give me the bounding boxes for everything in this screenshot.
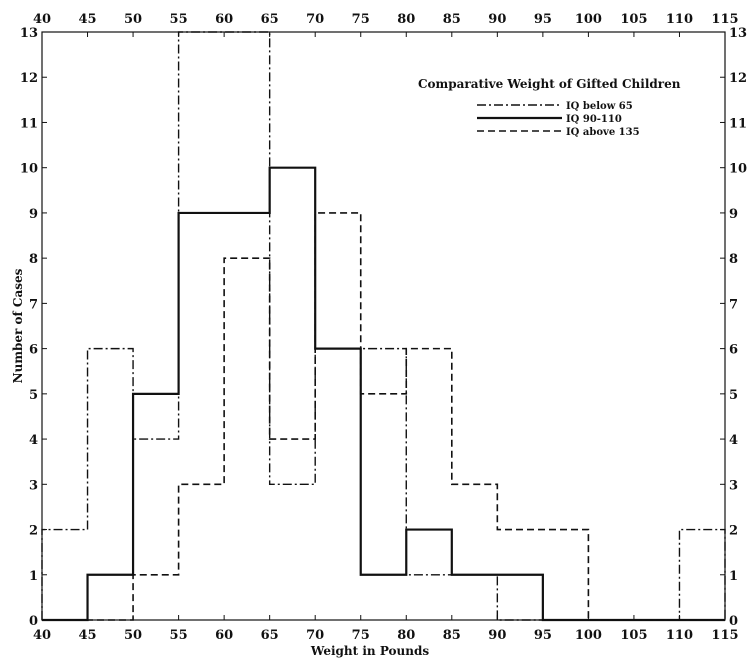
y-tick-label-right: 3	[729, 478, 738, 493]
x-tick-label-bottom: 105	[620, 628, 647, 643]
legend: Comparative Weight of Gifted Children IQ…	[418, 77, 681, 138]
x-tick-label-top: 60	[215, 12, 233, 27]
x-tick-label-bottom: 85	[443, 628, 461, 643]
y-tick-label-left: 9	[29, 207, 38, 222]
x-tick-label-top: 55	[170, 12, 188, 27]
x-tick-label-top: 65	[261, 12, 279, 27]
x-tick-label-bottom: 110	[666, 628, 693, 643]
y-tick-label-right: 7	[729, 297, 738, 312]
y-tick-label-left: 2	[29, 524, 38, 539]
x-tick-label-top: 75	[352, 12, 370, 27]
y-tick-label-right: 1	[729, 569, 738, 584]
x-tick-label-top: 100	[575, 12, 602, 27]
x-tick-label-top: 85	[443, 12, 461, 27]
y-tick-label-left: 8	[29, 252, 38, 267]
x-tick-label-bottom: 50	[124, 628, 142, 643]
series-layer	[41, 31, 726, 622]
x-tick-label-top: 110	[666, 12, 693, 27]
y-tick-label-right: 11	[729, 116, 747, 131]
x-tick-label-bottom: 95	[534, 628, 552, 643]
y-tick-label-left: 0	[29, 614, 38, 629]
x-tick-label-bottom: 45	[78, 628, 96, 643]
ticks-layer: 4040454550505555606065657070757580808585…	[20, 12, 747, 643]
y-tick-label-left: 7	[29, 297, 38, 312]
x-tick-label-bottom: 100	[575, 628, 602, 643]
x-tick-label-top: 80	[397, 12, 415, 27]
x-tick-label-bottom: 40	[33, 628, 51, 643]
x-tick-label-top: 40	[33, 12, 51, 27]
x-tick-label-top: 90	[488, 12, 506, 27]
y-tick-label-left: 5	[29, 388, 38, 403]
x-tick-label-bottom: 55	[170, 628, 188, 643]
plot-border	[41, 31, 726, 621]
legend-label: IQ below 65	[566, 101, 633, 112]
y-tick-label-left: 11	[20, 116, 38, 131]
y-tick-label-left: 1	[29, 569, 38, 584]
legend-label: IQ above 135	[566, 127, 640, 138]
y-tick-label-right: 2	[729, 524, 738, 539]
x-tick-label-bottom: 115	[711, 628, 738, 643]
x-tick-label-bottom: 60	[215, 628, 233, 643]
y-tick-label-right: 5	[729, 388, 738, 403]
plot-frame	[41, 31, 726, 621]
y-tick-label-right: 6	[729, 343, 738, 358]
series-dash-dot-outline	[41, 31, 726, 621]
y-tick-label-right: 8	[729, 252, 738, 267]
y-tick-label-right: 4	[729, 433, 738, 448]
y-tick-label-right: 12	[729, 71, 747, 86]
x-tick-label-top: 115	[711, 12, 738, 27]
x-tick-label-top: 70	[306, 12, 324, 27]
x-tick-label-bottom: 70	[306, 628, 324, 643]
x-tick-label-top: 45	[78, 12, 96, 27]
x-tick-label-top: 95	[534, 12, 552, 27]
y-tick-label-left: 12	[20, 71, 38, 86]
chart-title: Comparative Weight of Gifted Children	[418, 77, 681, 91]
x-tick-label-bottom: 65	[261, 628, 279, 643]
x-tick-label-bottom: 80	[397, 628, 415, 643]
x-tick-label-top: 50	[124, 12, 142, 27]
y-tick-label-left: 13	[20, 26, 38, 41]
y-axis-label: Number of Cases	[11, 268, 25, 383]
y-tick-label-right: 0	[729, 614, 738, 629]
y-tick-label-left: 10	[20, 162, 38, 177]
y-tick-label-right: 10	[729, 162, 747, 177]
x-axis-label: Weight in Pounds	[310, 644, 430, 658]
x-tick-label-top: 105	[620, 12, 647, 27]
y-tick-label-left: 4	[29, 433, 38, 448]
y-tick-label-right: 9	[729, 207, 738, 222]
y-tick-label-left: 3	[29, 478, 38, 493]
legend-label: IQ 90-110	[566, 114, 622, 125]
x-tick-label-bottom: 90	[488, 628, 506, 643]
y-tick-label-right: 13	[729, 26, 747, 41]
series-dashed-outline	[42, 212, 725, 621]
x-tick-label-bottom: 75	[352, 628, 370, 643]
y-tick-label-left: 6	[29, 343, 38, 358]
